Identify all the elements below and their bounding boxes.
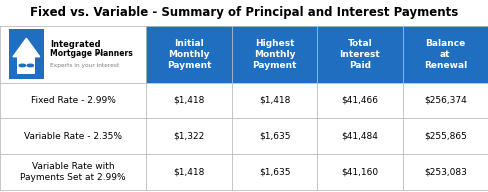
Text: $41,466: $41,466 (342, 96, 378, 105)
Text: $253,083: $253,083 (424, 168, 467, 177)
Text: $1,322: $1,322 (173, 132, 205, 141)
Text: Experts in your interest: Experts in your interest (50, 63, 120, 68)
Text: Integrated: Integrated (50, 40, 101, 49)
Text: Highest
Monthly
Payment: Highest Monthly Payment (252, 39, 297, 70)
Text: Mortgage Planners: Mortgage Planners (50, 49, 133, 58)
Text: Initial
Monthly
Payment: Initial Monthly Payment (167, 39, 211, 70)
Circle shape (27, 64, 34, 67)
Text: inc.: inc. (97, 51, 106, 56)
FancyBboxPatch shape (17, 57, 36, 74)
Text: $41,484: $41,484 (342, 132, 378, 141)
Text: Variable Rate - 2.35%: Variable Rate - 2.35% (24, 132, 122, 141)
Text: $255,865: $255,865 (424, 132, 467, 141)
Text: Fixed vs. Variable - Summary of Principal and Interest Payments: Fixed vs. Variable - Summary of Principa… (30, 6, 458, 19)
Polygon shape (13, 38, 40, 57)
Text: $41,160: $41,160 (341, 168, 379, 177)
Text: $1,635: $1,635 (259, 168, 290, 177)
Text: $1,635: $1,635 (259, 132, 290, 141)
Text: Variable Rate with
Payments Set at 2.99%: Variable Rate with Payments Set at 2.99% (20, 162, 126, 182)
Text: $1,418: $1,418 (259, 96, 290, 105)
Circle shape (19, 64, 25, 67)
Text: Fixed Rate - 2.99%: Fixed Rate - 2.99% (31, 96, 116, 105)
FancyBboxPatch shape (146, 26, 488, 83)
Text: $1,418: $1,418 (173, 96, 205, 105)
Text: $1,418: $1,418 (173, 168, 205, 177)
Text: Balance
at
Renewal: Balance at Renewal (424, 39, 467, 70)
FancyBboxPatch shape (9, 29, 44, 79)
Text: Total
Interest
Paid: Total Interest Paid (340, 39, 380, 70)
Text: $256,374: $256,374 (424, 96, 467, 105)
